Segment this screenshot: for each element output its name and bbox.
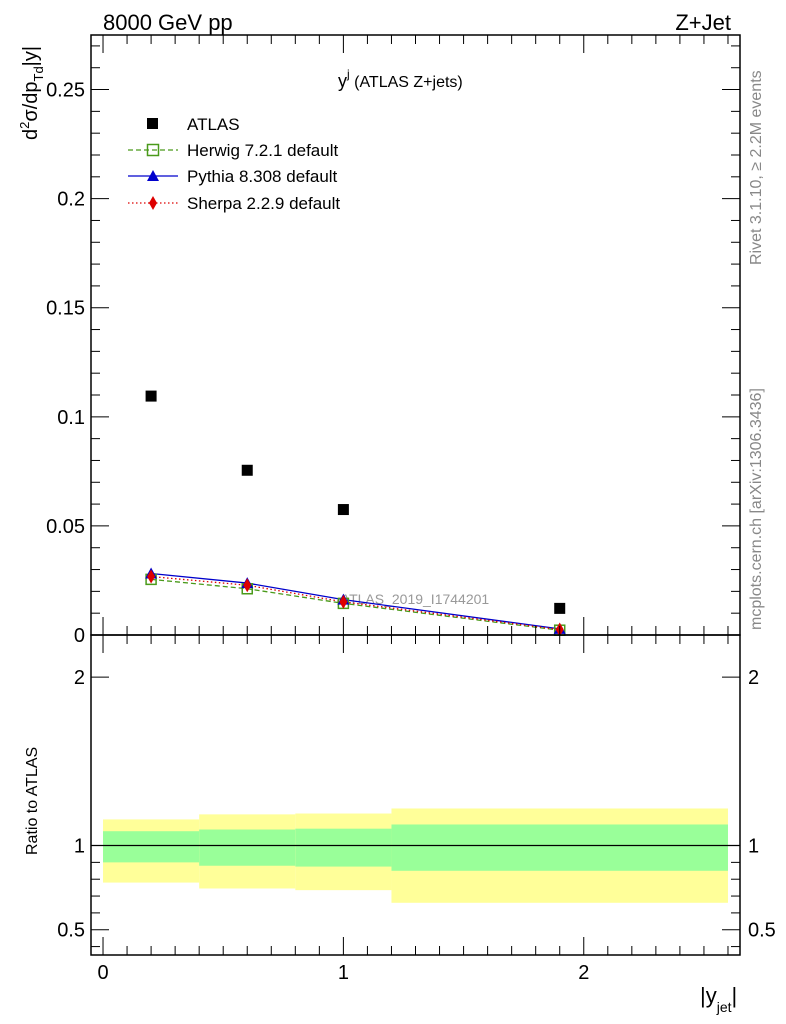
legend-sherpa-marker [149, 196, 157, 210]
legend-pythia-label: Pythia 8.308 default [187, 167, 338, 186]
legend-atlas-label: ATLAS [187, 115, 240, 134]
ratio-panel: 0.5 0.5 1 1 2 2 0 1 2 Ratio to ATLAS |yjet| [24, 634, 776, 1015]
legend-herwig-label: Herwig 7.2.1 default [187, 141, 338, 160]
series-3-point [147, 569, 156, 584]
ratio-stat-band-1 [199, 829, 296, 866]
series-0-point [145, 390, 157, 402]
plot-title-sup: j [346, 67, 350, 81]
series-line-2 [151, 572, 560, 630]
main-ticks: 0 0.05 0.1 0.15 0.2 0.25 [46, 35, 740, 647]
plot-title-rest: (ATLAS Z+jets) [350, 74, 463, 91]
main-panel: ATLAS_2019_I1744201 00.050.10.150.20.25 … [17, 34, 741, 647]
main-ytick-label: 0.1 [57, 407, 85, 429]
legend-atlas-marker [147, 118, 158, 129]
ratio-ylabel: Ratio to ATLAS [24, 747, 41, 855]
series-0-point [337, 504, 349, 516]
main-ytick-label: 0 [74, 625, 85, 647]
ratio-xtick-label: 1 [338, 962, 349, 984]
legend-pythia-marker [147, 170, 159, 181]
plot-title-main: y [338, 71, 347, 91]
series-line-3 [151, 575, 560, 631]
legend-sherpa-label: Sherpa 2.2.9 default [187, 194, 340, 213]
ratio-bands [103, 808, 728, 903]
ratio-stat-band-3 [391, 824, 728, 871]
series-line-1 [151, 578, 560, 631]
main-ytick-label: 0.05 [46, 516, 85, 538]
rivet-label: Rivet 3.1.10, ≥ 2.2M events [748, 70, 765, 265]
series-0-point [241, 464, 253, 476]
ratio-xtick-label: 2 [578, 962, 589, 984]
ylabel-end: |y| [20, 46, 42, 66]
ylabel-mid: σ/dp [20, 81, 42, 121]
header-left: 8000 GeV pp [103, 10, 233, 35]
plot-title: yj (ATLAS Z+jets) [338, 67, 463, 91]
ratio-ytick-label-right: 0.5 [748, 920, 776, 942]
ratio-ytick-label-right: 1 [748, 836, 759, 858]
series-3-point [339, 594, 348, 609]
x-axis-label: |yjet| [700, 983, 737, 1015]
legend-herwig-marker [146, 143, 160, 157]
ratio-ticks: 0.5 0.5 1 1 2 2 0 1 2 [57, 635, 776, 984]
ratio-frame [90, 634, 741, 956]
main-ylabel: d2σ/dpTd|y| [17, 46, 46, 140]
ratio-stat-band-0 [103, 831, 200, 863]
ratio-stat-band-2 [295, 828, 392, 867]
xlabel-main: |y [700, 983, 717, 1008]
ylabel-d: d [20, 129, 42, 140]
xlabel-sub: jet [716, 999, 732, 1015]
watermark: ATLAS_2019_I1744201 [341, 591, 490, 607]
xlabel-end: | [732, 983, 738, 1008]
series-0-point [554, 602, 566, 614]
ylabel-sub: Td [31, 66, 46, 81]
main-ytick-label: 0.25 [46, 80, 85, 102]
main-ytick-label: 0.15 [46, 298, 85, 320]
ratio-ytick-label-left: 1 [74, 836, 85, 858]
header-right: Z+Jet [675, 10, 731, 35]
main-series-lines [151, 572, 560, 631]
legend: ATLAS Herwig 7.2.1 default Pythia 8.308 … [128, 115, 340, 213]
ratio-ytick-label-left: 2 [74, 667, 85, 689]
ratio-xtick-label: 0 [97, 962, 108, 984]
mcplots-label: mcplots.cern.ch [arXiv:1306.3436] [748, 388, 765, 630]
ratio-ytick-label-left: 0.5 [57, 920, 85, 942]
ylabel-sup: 2 [17, 122, 32, 129]
series-3-point [243, 578, 252, 593]
main-ytick-label: 0.2 [57, 189, 85, 211]
ratio-ytick-label-right: 2 [748, 667, 759, 689]
